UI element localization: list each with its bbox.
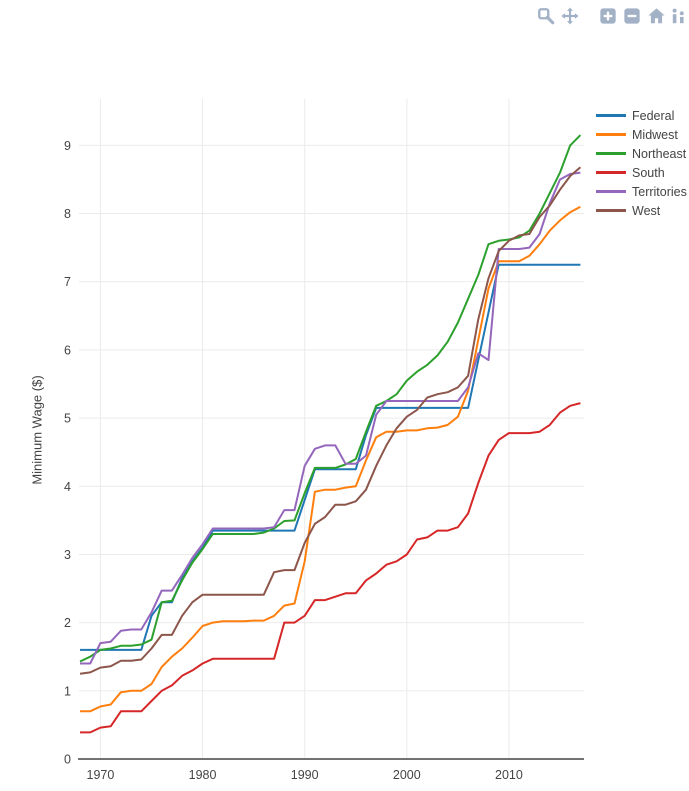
legend-item-south[interactable]: South [596, 163, 687, 182]
y-tick-label: 8 [64, 207, 71, 221]
legend: Federal Midwest Northeast South Territories W… [596, 106, 687, 220]
magnifier-icon [538, 8, 555, 25]
legend-item-midwest[interactable]: Midwest [596, 125, 687, 144]
legend-label: Territories [632, 184, 687, 199]
legend-label: Federal [632, 108, 675, 123]
legend-line-swatch [596, 152, 626, 155]
series-line-west[interactable] [79, 166, 582, 675]
legend-label: Northeast [632, 146, 687, 161]
pan-button[interactable] [558, 5, 582, 27]
zoom-button[interactable] [534, 5, 558, 27]
legend-item-federal[interactable]: Federal [596, 106, 687, 125]
x-tick-label: 1980 [189, 768, 217, 782]
x-tick-label: 2000 [393, 768, 421, 782]
y-tick-label: 7 [64, 275, 71, 289]
home-icon [647, 8, 665, 24]
zoom-in-button[interactable] [596, 5, 620, 27]
legend-item-territories[interactable]: Territories [596, 182, 687, 201]
y-tick-label: 6 [64, 343, 71, 357]
legend-label: West [632, 203, 661, 218]
legend-label: South [632, 165, 665, 180]
series-line-federal[interactable] [80, 263, 581, 651]
logo-partial-button[interactable] [668, 5, 689, 27]
y-tick-label: 4 [64, 480, 71, 494]
legend-line-swatch [596, 114, 626, 117]
series-line-northeast[interactable] [79, 134, 582, 663]
reset-axes-button[interactable] [644, 5, 668, 27]
logo-partial-icon [672, 8, 684, 24]
y-tick-label: 9 [64, 139, 71, 153]
pan-arrows-icon [561, 7, 579, 25]
modebar [534, 4, 689, 28]
zoom-in-icon [600, 8, 616, 24]
x-tick-label: 1990 [291, 768, 319, 782]
y-tick-label: 2 [64, 616, 71, 630]
legend-line-swatch [596, 209, 626, 212]
x-tick-label: 1970 [87, 768, 115, 782]
zoom-out-button[interactable] [620, 5, 644, 27]
legend-line-swatch [596, 171, 626, 174]
zoom-out-icon [624, 8, 640, 24]
legend-label: Midwest [632, 127, 678, 142]
legend-item-west[interactable]: West [596, 201, 687, 220]
series-line-south[interactable] [80, 402, 581, 734]
y-tick-label: 1 [64, 684, 71, 698]
x-tick-label: 2010 [495, 768, 523, 782]
series-line-midwest[interactable] [80, 205, 581, 713]
y-tick-label: 0 [64, 753, 71, 767]
legend-item-northeast[interactable]: Northeast [596, 144, 687, 163]
legend-line-swatch [596, 133, 626, 136]
y-tick-label: 5 [64, 412, 71, 426]
y-axis-title: Minimum Wage ($) [29, 375, 45, 485]
legend-line-swatch [596, 190, 626, 193]
y-tick-label: 3 [64, 548, 71, 562]
series-line-territories[interactable] [80, 171, 581, 665]
